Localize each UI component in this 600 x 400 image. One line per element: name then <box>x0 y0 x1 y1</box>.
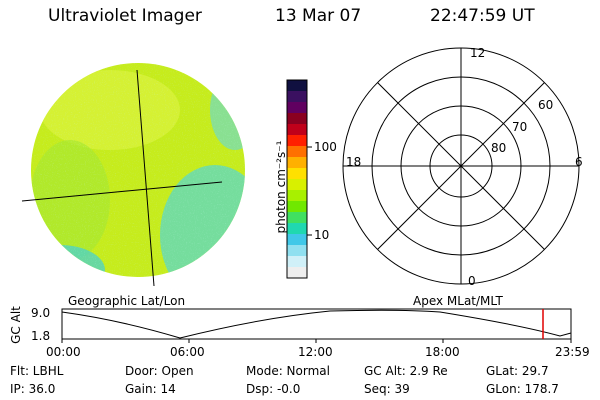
colorbar-swatch <box>287 245 307 257</box>
status-door: Door: Open <box>125 364 194 378</box>
status-glat: GLat: 29.7 <box>486 364 549 378</box>
colorbar-tick-100: 100 <box>314 140 337 154</box>
timeline-y-tick-bottom: 1.8 <box>31 329 51 343</box>
disk-parallel-line <box>21 181 223 202</box>
colorbar-swatch <box>287 267 307 279</box>
colorbar-frame <box>286 79 308 279</box>
polar-plot <box>342 47 580 285</box>
status-seq: Seq: 39 <box>364 382 410 396</box>
colorbar-tick-10: 10 <box>314 228 330 242</box>
colorbar-swatch <box>287 113 307 125</box>
timeline-right-label: Apex MLat/MLT <box>413 294 503 308</box>
clock-label-18: 18 <box>346 155 362 169</box>
colorbar-swatch <box>287 124 307 136</box>
status-glon: GLon: 178.7 <box>486 382 559 396</box>
timeline-y-tick-top: 9.0 <box>31 306 51 320</box>
disk-meridian-line <box>136 69 155 287</box>
lat-label-70: 70 <box>512 120 528 134</box>
colorbar-swatch <box>287 157 307 169</box>
timeline-x-tick-1800: 18:00 <box>425 345 460 359</box>
colorbar-swatch <box>287 179 307 191</box>
clock-label-12: 12 <box>470 46 486 60</box>
timeline-x-tick-1200: 12:00 <box>298 345 333 359</box>
colorbar <box>286 79 308 279</box>
clock-label-6: 6 <box>575 155 583 169</box>
status-gc-alt: GC Alt: 2.9 Re <box>364 364 448 378</box>
lat-label-60: 60 <box>538 98 554 112</box>
colorbar-swatch <box>287 135 307 147</box>
status-filter: Flt: LBHL <box>10 364 64 378</box>
timeline-x-tick-0000: 00:00 <box>46 345 81 359</box>
status-dsp: Dsp: -0.0 <box>246 382 301 396</box>
status-gain: Gain: 14 <box>125 382 176 396</box>
clock-label-0: 0 <box>468 274 476 288</box>
timeline-plot <box>61 308 572 343</box>
status-mode: Mode: Normal <box>246 364 330 378</box>
colorbar-swatch <box>287 168 307 180</box>
colorbar-swatch <box>287 234 307 246</box>
colorbar-swatch <box>287 256 307 268</box>
timeline-left-label: Geographic Lat/Lon <box>68 294 186 308</box>
colorbar-swatch <box>287 212 307 224</box>
colorbar-swatch <box>287 146 307 158</box>
colorbar-swatch <box>287 223 307 235</box>
lat-label-80: 80 <box>491 141 507 155</box>
colorbar-swatch <box>287 91 307 103</box>
colorbar-swatch <box>287 190 307 202</box>
colorbar-unit-label: photon cm⁻²s⁻¹ <box>274 140 288 234</box>
colorbar-swatch <box>287 102 307 114</box>
date-readout: 13 Mar 07 <box>275 6 362 26</box>
uv-image-disk <box>31 63 245 277</box>
status-ip: IP: 36.0 <box>10 382 56 396</box>
time-readout: 22:47:59 UT <box>430 6 535 26</box>
app-title: Ultraviolet Imager <box>48 6 202 26</box>
timeline-x-tick-0600: 06:00 <box>170 345 205 359</box>
gc-alt-curve <box>61 309 572 339</box>
timeline-x-tick-2359: 23:59 <box>555 345 590 359</box>
colorbar-swatch <box>287 201 307 213</box>
colorbar-swatch <box>287 80 307 92</box>
timeline-y-axis-label: GC Alt <box>9 306 23 344</box>
